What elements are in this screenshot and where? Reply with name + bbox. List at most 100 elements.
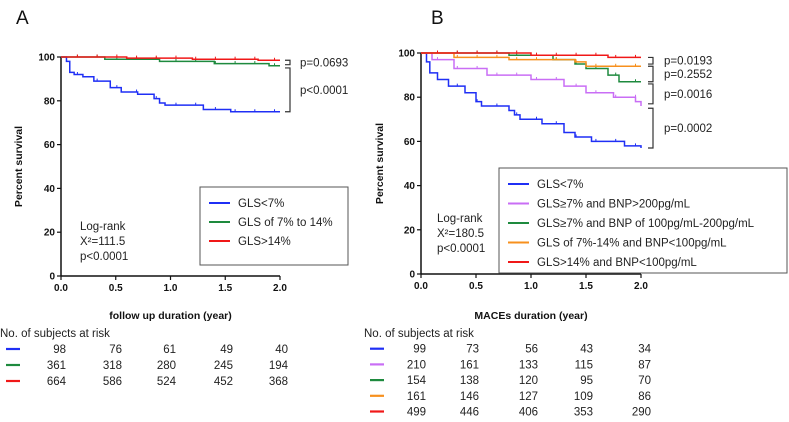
x-tick-label: 1.5 xyxy=(218,283,232,294)
y-tick-label: 20 xyxy=(44,228,56,239)
y-axis-label: Percent survival xyxy=(374,123,386,204)
risk-cell: 56 xyxy=(525,344,538,356)
risk-cell: 43 xyxy=(580,344,593,356)
x-tick-label: 0.5 xyxy=(109,283,123,294)
legend-label: GLS of 7% to 14% xyxy=(238,217,333,229)
risk-cell: 109 xyxy=(574,391,593,403)
risk-cell: 70 xyxy=(638,375,651,387)
legend-box xyxy=(498,167,788,274)
risk-cell: 99 xyxy=(413,344,426,356)
logrank-stat: p<0.0001 xyxy=(437,243,485,255)
risk-cell: 524 xyxy=(157,376,177,388)
risk-cell: 245 xyxy=(214,360,233,372)
risk-cell: 146 xyxy=(460,391,479,403)
risk-cell: 138 xyxy=(460,375,479,387)
y-tick-label: 0 xyxy=(49,272,55,283)
risk-cell: 280 xyxy=(157,360,176,372)
panel-b: B 0.0 0.5 1.0 1.5 2.0 0 20 40 60 80 100 MACEs durati… xyxy=(364,8,788,419)
p-value-label: p<0.0001 xyxy=(300,85,348,97)
y-tick-label: 100 xyxy=(38,53,55,64)
comparison-bracket xyxy=(648,107,654,149)
risk-cell: 95 xyxy=(580,375,593,387)
survival-curve-4 xyxy=(421,52,641,68)
comparison-bracket xyxy=(648,56,654,65)
survival-curve-2 xyxy=(61,56,280,67)
risk-cell: 115 xyxy=(575,359,593,371)
y-tick-label: 100 xyxy=(398,49,415,60)
logrank-stat: X²=111.5 xyxy=(80,236,125,248)
x-tick-label: 2.0 xyxy=(273,283,287,294)
risk-cell: 361 xyxy=(47,360,66,372)
risk-cell: 318 xyxy=(103,360,122,372)
risk-table-title: No. of subjects at risk xyxy=(0,328,110,340)
risk-cell: 406 xyxy=(519,407,538,419)
x-tick-label: 1.0 xyxy=(164,283,178,294)
risk-cell: 452 xyxy=(214,376,233,388)
panel-label: A xyxy=(16,8,29,29)
y-tick-label: 40 xyxy=(44,184,56,195)
y-tick-label: 80 xyxy=(44,96,56,107)
x-tick-label: 2.0 xyxy=(634,281,648,292)
risk-cell: 87 xyxy=(638,359,651,371)
comparison-bracket xyxy=(648,83,654,105)
legend-label: GLS<7% xyxy=(238,198,284,210)
x-tick-label: 1.5 xyxy=(579,281,593,292)
x-axis-label: MACEs duration (year) xyxy=(474,310,587,322)
legend-label: GLS≥7% and BNP of 100pg/mL-200pg/mL xyxy=(537,218,755,230)
risk-cell: 49 xyxy=(220,344,233,356)
risk-cell: 76 xyxy=(109,344,122,356)
risk-cell: 210 xyxy=(407,359,426,371)
legend-label: GLS<7% xyxy=(537,179,583,191)
legend-label: GLS≥7% and BNP>200pg/mL xyxy=(537,199,691,211)
logrank-stat: Log-rank xyxy=(437,213,483,225)
y-axis-label: Percent survival xyxy=(13,126,25,207)
risk-table-title: No. of subjects at risk xyxy=(364,328,474,340)
risk-cell: 98 xyxy=(53,344,66,356)
risk-cell: 161 xyxy=(460,359,479,371)
risk-cell: 61 xyxy=(163,344,176,356)
legend-label: GLS of 7%-14% and BNP<100pg/mL xyxy=(537,238,727,250)
risk-cell: 353 xyxy=(574,407,593,419)
panel-a: A 0.0 0.5 1.0 1.5 2.0 0 20 40 60 80 100 follow up du… xyxy=(0,8,349,388)
risk-cell: 499 xyxy=(407,407,426,419)
survival-curve-1 xyxy=(421,52,642,149)
y-tick-label: 0 xyxy=(409,270,415,281)
y-tick-label: 60 xyxy=(404,137,416,148)
risk-cell: 127 xyxy=(519,391,538,403)
survival-curve-3 xyxy=(61,56,280,62)
risk-cell: 368 xyxy=(269,376,288,388)
risk-cell: 120 xyxy=(519,375,538,387)
x-tick-label: 1.0 xyxy=(524,281,538,292)
risk-cell: 664 xyxy=(47,376,67,388)
survival-curve-1 xyxy=(61,56,280,113)
risk-cell: 34 xyxy=(638,344,651,356)
p-value-label: p=0.0002 xyxy=(664,123,712,135)
x-tick-label: 0.0 xyxy=(414,281,428,292)
risk-cell: 586 xyxy=(103,376,122,388)
comparison-bracket xyxy=(285,67,291,113)
risk-cell: 133 xyxy=(519,359,538,371)
x-tick-label: 0.5 xyxy=(469,281,483,292)
legend-label: GLS>14% and BNP<100pg/mL xyxy=(537,257,697,269)
panel-label: B xyxy=(431,8,444,29)
x-tick-label: 0.0 xyxy=(54,283,68,294)
risk-cell: 290 xyxy=(632,407,651,419)
y-tick-label: 40 xyxy=(404,181,416,192)
logrank-stat: Log-rank xyxy=(80,221,126,233)
risk-cell: 154 xyxy=(407,375,427,387)
p-value-label: p=0.0193 xyxy=(664,56,712,68)
risk-cell: 40 xyxy=(275,344,288,356)
legend-box xyxy=(199,186,349,266)
logrank-stat: p<0.0001 xyxy=(80,251,128,263)
y-tick-label: 20 xyxy=(404,225,416,236)
survival-curve-5 xyxy=(421,52,641,59)
y-tick-label: 80 xyxy=(404,93,416,104)
comparison-bracket xyxy=(648,65,654,83)
p-value-label: p=0.2552 xyxy=(664,69,712,81)
risk-cell: 73 xyxy=(466,344,479,356)
logrank-stat: X²=180.5 xyxy=(437,228,484,240)
y-tick-label: 60 xyxy=(44,140,56,151)
p-value-label: p=0.0693 xyxy=(300,57,348,69)
survival-curve-2 xyxy=(421,52,642,107)
comparison-bracket xyxy=(285,59,291,66)
